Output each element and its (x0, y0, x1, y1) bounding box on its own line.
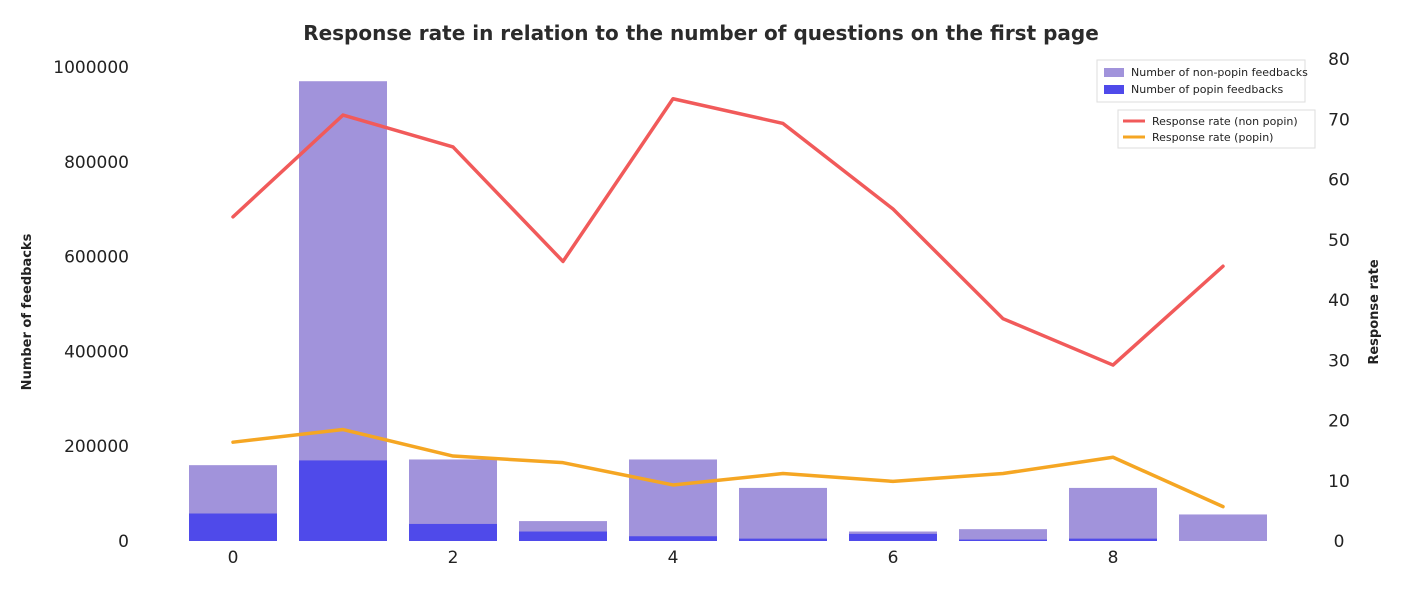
right-tick-label: 10 (1328, 472, 1350, 492)
right-tick-label: 0 (1334, 532, 1345, 552)
x-tick-label: 6 (888, 548, 899, 568)
bar-number-of-popin-feedbacks-4 (629, 536, 717, 541)
legend-label-popin-feedbacks: Number of popin feedbacks (1131, 83, 1284, 96)
legend-swatch-non-popin-feedbacks (1104, 68, 1124, 77)
bar-number-of-popin-feedbacks-6 (849, 533, 937, 541)
legend-swatch-popin-feedbacks (1104, 85, 1124, 94)
right-axis-label: Response rate (1367, 259, 1382, 365)
x-axis-ticks: 0 2 4 6 8 (228, 548, 1119, 568)
right-axis-ticks: 0 10 20 30 40 50 60 70 80 (1328, 50, 1350, 552)
bar-number-of-popin-feedbacks-2 (409, 523, 497, 541)
bar-number-of-non-popin-feedbacks-9 (1179, 514, 1267, 541)
right-tick-label: 30 (1328, 351, 1350, 371)
line-legend-frame (1117, 109, 1316, 149)
line-response-rate-popin- (231, 427, 1225, 509)
bar-number-of-non-popin-feedbacks-8 (1069, 487, 1157, 541)
bar-number-of-popin-feedbacks-7 (959, 539, 1047, 541)
right-tick-label: 20 (1328, 412, 1350, 432)
x-tick-label: 0 (228, 548, 239, 568)
bar-number-of-popin-feedbacks-5 (739, 538, 827, 541)
right-tick-label: 50 (1328, 231, 1350, 251)
bar-number-of-popin-feedbacks-1 (299, 460, 387, 541)
left-tick-label: 0 (118, 532, 129, 552)
bar-number-of-non-popin-feedbacks-5 (739, 487, 827, 541)
legend-label-non-popin-feedbacks: Number of non-popin feedbacks (1131, 66, 1308, 79)
bars-layer (189, 81, 1267, 541)
bar-legend-frame (1096, 59, 1306, 103)
left-tick-label: 400000 (64, 342, 129, 362)
right-tick-label: 40 (1328, 291, 1350, 311)
line-legend: Response rate (non popin) Response rate … (1117, 109, 1316, 149)
legend-label-response-rate-non-popin: Response rate (non popin) (1152, 115, 1298, 128)
x-tick-label: 2 (448, 548, 459, 568)
legend-label-response-rate-popin: Response rate (popin) (1152, 131, 1273, 144)
left-tick-label: 600000 (64, 248, 129, 268)
bar-number-of-non-popin-feedbacks-4 (629, 459, 717, 541)
left-tick-label: 200000 (64, 437, 129, 457)
right-tick-label: 60 (1328, 171, 1350, 191)
chart-title: Response rate in relation to the number … (303, 21, 1099, 45)
bar-legend: Number of non-popin feedbacks Number of … (1096, 59, 1308, 103)
bar-number-of-non-popin-feedbacks-7 (959, 529, 1047, 541)
line-response-rate-non-popin- (231, 97, 1225, 367)
lines-layer (231, 97, 1225, 509)
left-tick-label: 800000 (64, 153, 129, 173)
bar-number-of-popin-feedbacks-8 (1069, 538, 1157, 541)
bar-number-of-popin-feedbacks-3 (519, 531, 607, 541)
x-tick-label: 4 (668, 548, 679, 568)
x-tick-label: 8 (1108, 548, 1119, 568)
right-tick-label: 80 (1328, 50, 1350, 70)
left-axis-ticks: 0 200000 400000 600000 800000 1000000 (53, 58, 129, 552)
left-axis-label: Number of feedbacks (20, 233, 35, 390)
left-tick-label: 1000000 (53, 58, 129, 78)
right-tick-label: 70 (1328, 110, 1350, 130)
bar-number-of-popin-feedbacks-0 (189, 513, 277, 541)
